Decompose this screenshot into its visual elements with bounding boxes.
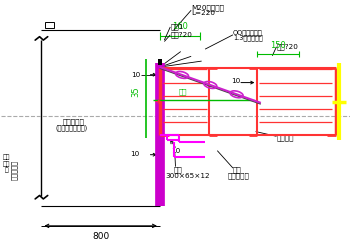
Text: 钢筋?20: 钢筋?20 (277, 43, 298, 50)
Text: 150: 150 (270, 41, 286, 50)
Text: 10: 10 (231, 78, 240, 84)
Bar (45, 22, 54, 28)
Text: 地下
连续
墙: 地下 连续 墙 (3, 154, 11, 173)
Text: 10: 10 (130, 151, 139, 157)
Text: OO焊连底端头: OO焊连底端头 (233, 29, 263, 36)
Text: M20锚筋螺栓: M20锚筋螺栓 (191, 4, 224, 11)
Text: L=220: L=220 (191, 10, 215, 16)
Bar (158, 59, 162, 65)
Text: 300×65×12: 300×65×12 (165, 173, 210, 179)
Text: 160: 160 (172, 22, 188, 31)
Text: 托架: 托架 (174, 166, 183, 173)
Text: 1.3钢筋扣牢牢: 1.3钢筋扣牢牢 (233, 35, 263, 41)
Text: 零件1: 零件1 (170, 24, 184, 30)
Text: 800: 800 (92, 232, 109, 241)
Text: 支撑底垫板: 支撑底垫板 (62, 118, 84, 125)
Text: 托底: 托底 (233, 166, 242, 173)
Text: 钢板: 钢板 (178, 88, 187, 94)
Text: 10: 10 (171, 148, 180, 153)
Text: 附筋大量: 附筋大量 (277, 134, 294, 141)
Text: 地下连续墙: 地下连续墙 (11, 160, 18, 180)
Text: 35: 35 (131, 87, 140, 97)
Text: 10: 10 (131, 72, 141, 78)
Text: 钢筋?20: 钢筋?20 (170, 31, 192, 38)
Text: (钢板活动调整板): (钢板活动调整板) (55, 124, 87, 131)
Text: 查见大样图: 查见大样图 (228, 173, 250, 180)
